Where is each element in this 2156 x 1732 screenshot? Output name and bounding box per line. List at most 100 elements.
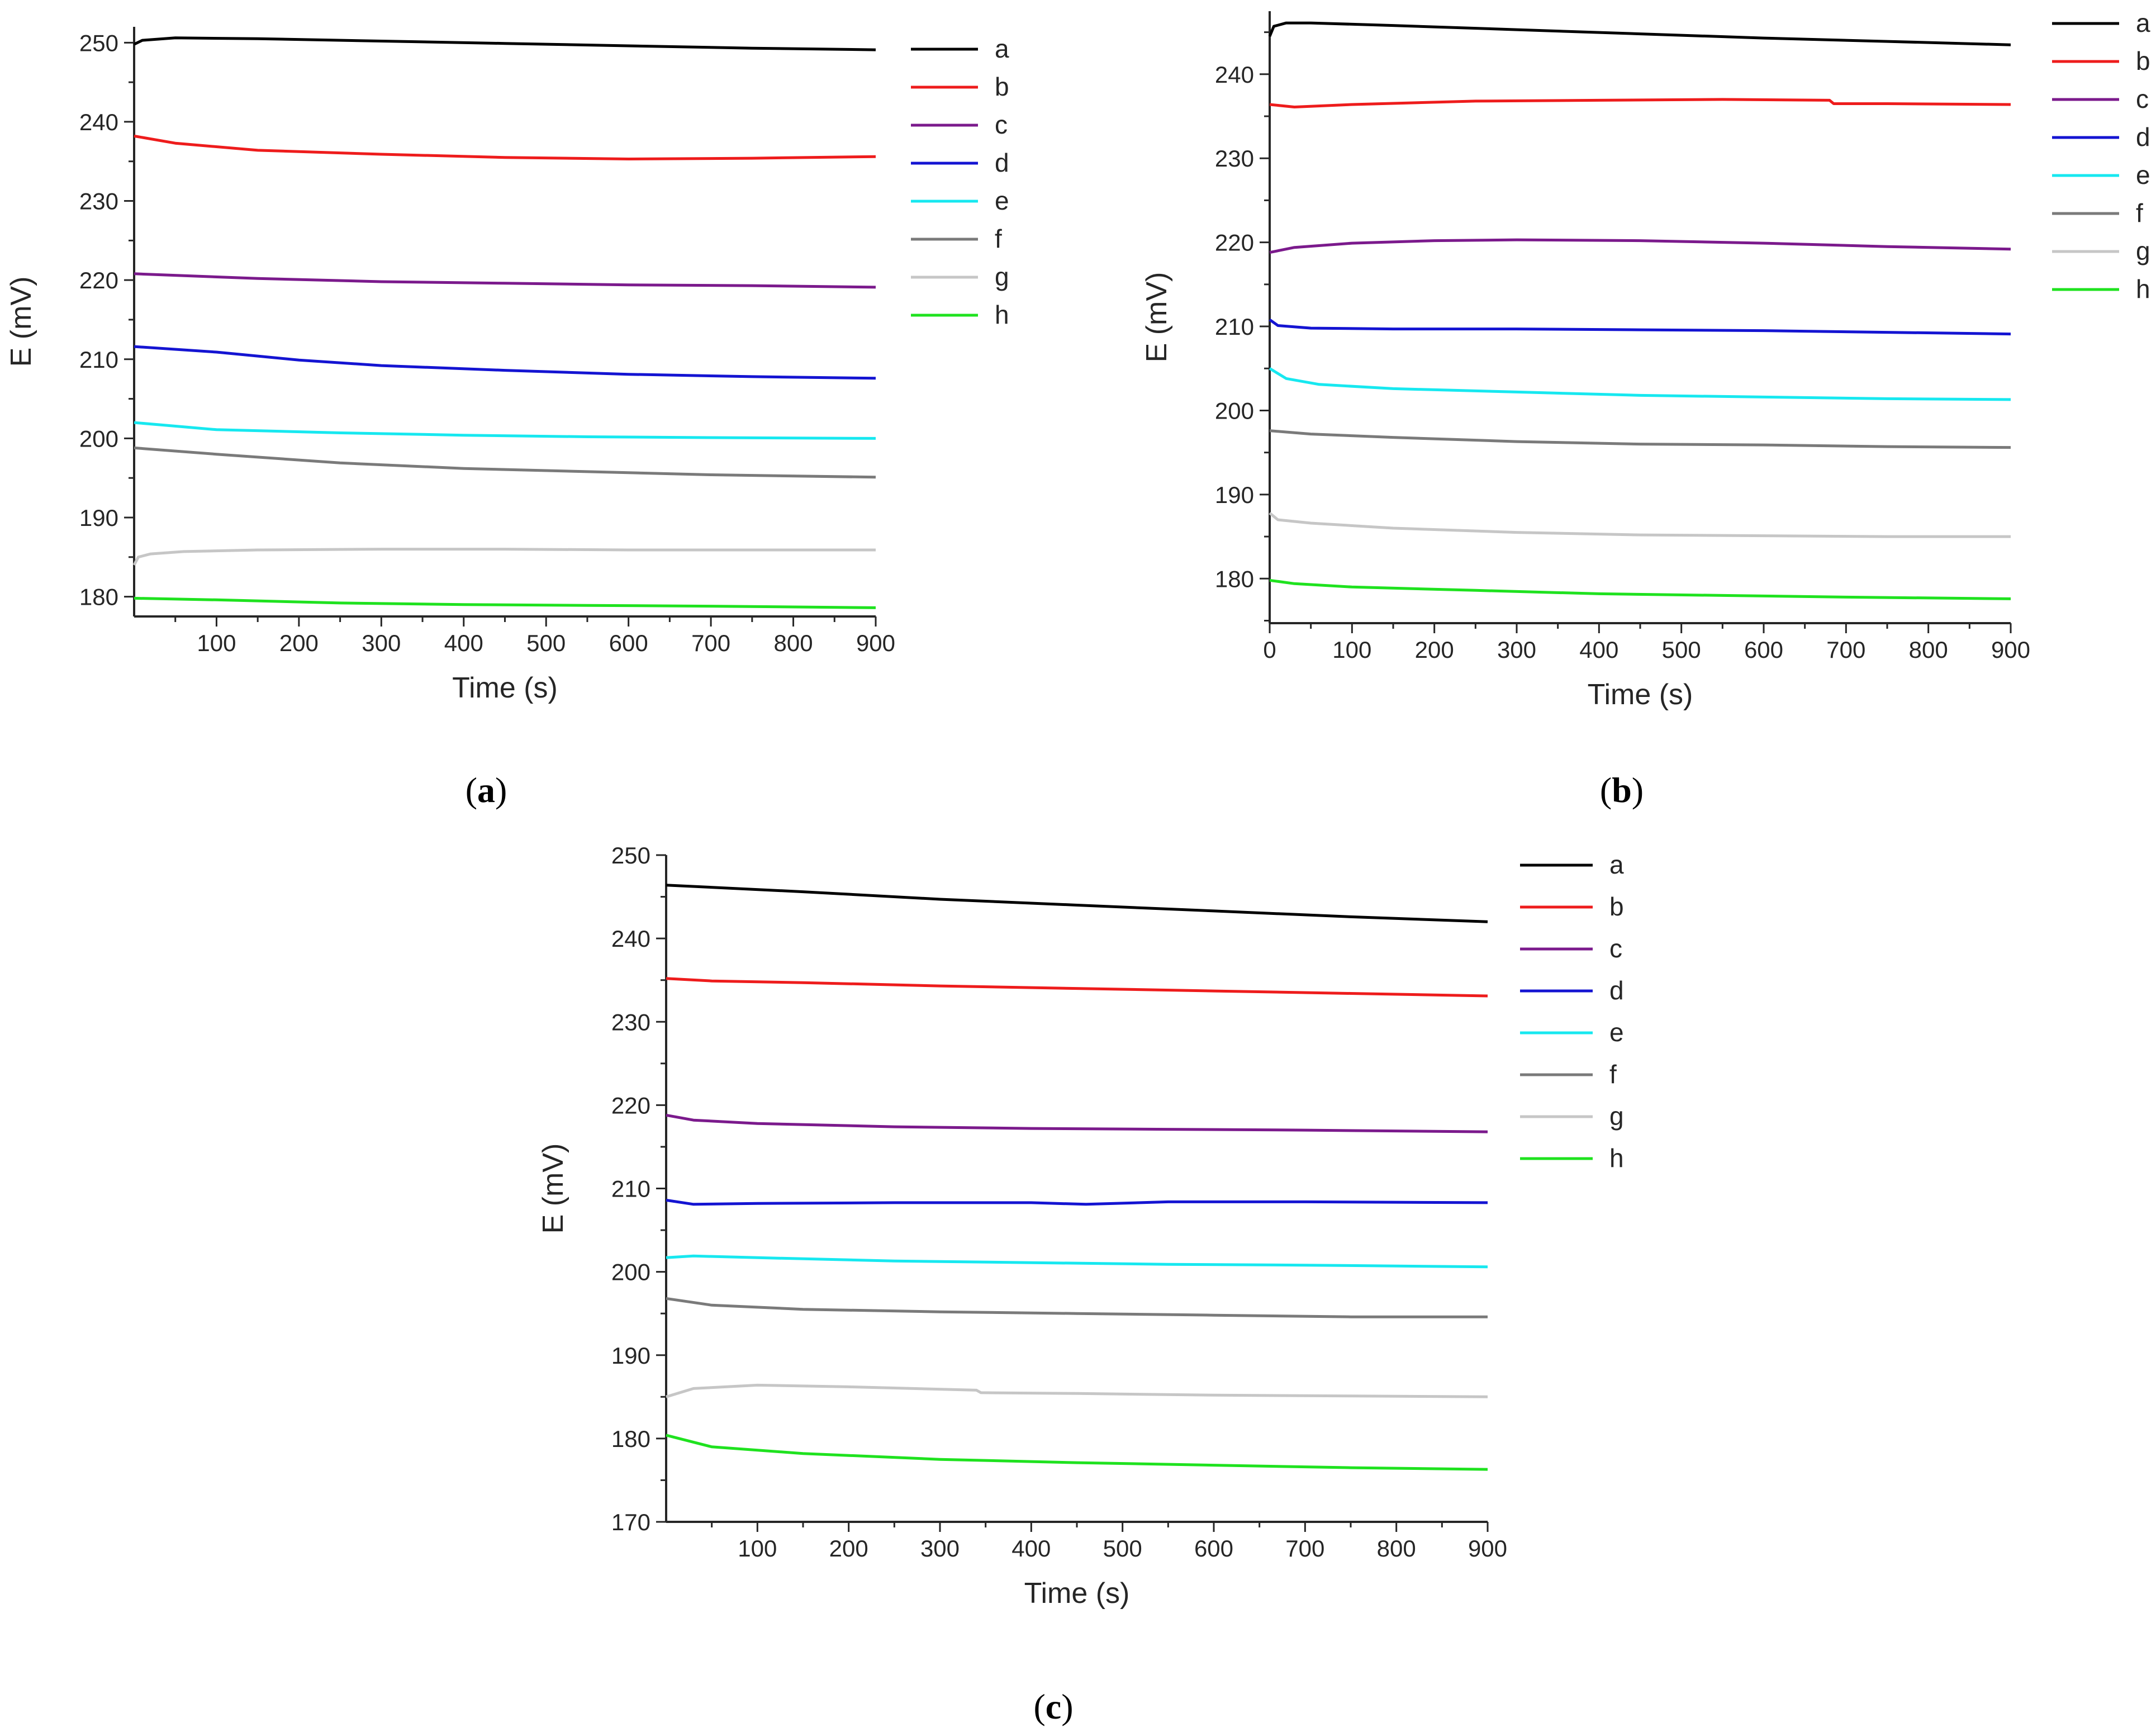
y-tick-label: 230 — [79, 188, 118, 215]
legend-label-d: d — [995, 148, 1009, 177]
x-tick-label: 600 — [609, 630, 648, 656]
x-tick-label: 900 — [1468, 1535, 1507, 1562]
y-tick-label: 210 — [611, 1176, 650, 1202]
y-tick-label: 200 — [1215, 397, 1254, 424]
legend-label-f: f — [1609, 1060, 1617, 1089]
legend-label-a: a — [995, 34, 1009, 63]
y-tick-label: 180 — [1215, 566, 1254, 592]
x-tick-label: 100 — [738, 1535, 777, 1562]
y-tick-label: 250 — [79, 30, 118, 56]
legend-label-f: f — [995, 224, 1002, 253]
legend-label-b: b — [995, 72, 1009, 101]
x-tick-label: 500 — [1103, 1535, 1142, 1562]
x-tick-label: 200 — [279, 630, 319, 656]
x-tick-label: 600 — [1194, 1535, 1233, 1562]
x-tick-label: 100 — [1332, 637, 1371, 663]
y-tick-label: 180 — [79, 584, 118, 610]
series-line-h — [134, 596, 876, 609]
y-axis-title: E (mV) — [5, 277, 37, 367]
x-tick-label: 100 — [197, 630, 236, 656]
x-tick-label: 300 — [920, 1535, 960, 1562]
series-line-a — [666, 884, 1488, 923]
legend-label-e: e — [995, 186, 1009, 215]
legend-label-c: c — [1609, 934, 1622, 963]
series-line-f — [1269, 429, 2011, 449]
legend-label-h: h — [995, 300, 1009, 329]
y-tick-label: 180 — [611, 1426, 650, 1452]
series-line-d — [1269, 318, 2011, 336]
y-tick-label: 190 — [79, 505, 118, 531]
panel-c: 100 200 300 400 500 600 700 800 900 170 180 190 200 2… — [537, 842, 1624, 1610]
panel-caption-c: (c) — [1033, 1687, 1073, 1726]
y-tick-label: 240 — [611, 926, 650, 952]
y-tick-label: 190 — [1215, 482, 1254, 508]
x-tick-label: 800 — [774, 630, 813, 656]
legend-label-h: h — [1609, 1143, 1624, 1173]
legend-label-g: g — [2136, 236, 2150, 265]
y-axis-title: E (mV) — [537, 1143, 569, 1234]
series-line-c — [666, 1113, 1488, 1133]
x-tick-label: 900 — [856, 630, 895, 656]
x-tick-label: 200 — [1415, 637, 1454, 663]
series-line-a — [1268, 21, 2011, 46]
series-line-f — [666, 1297, 1488, 1318]
y-tick-label: 240 — [1215, 61, 1254, 88]
x-tick-label: 700 — [691, 630, 730, 656]
series-line-e — [1269, 367, 2011, 401]
legend-label-e: e — [2136, 160, 2150, 189]
y-tick-label: 210 — [79, 347, 118, 373]
series-line-d — [134, 345, 876, 380]
legend-label-g: g — [995, 262, 1009, 291]
x-tick-label: 400 — [444, 630, 483, 656]
panel-caption-a: (a) — [466, 770, 507, 810]
series-line-g — [132, 548, 876, 566]
series-line-b — [1269, 98, 2011, 108]
legend-label-f: f — [2136, 198, 2143, 227]
legend-label-e: e — [1609, 1018, 1624, 1047]
y-tick-label: 250 — [611, 842, 650, 869]
x-tick-label: 700 — [1826, 637, 1865, 663]
x-tick-label: 400 — [1011, 1535, 1051, 1562]
panel-b: 0 100 200 300 400 500 600 700 800 900 180 190 200 210… — [1141, 8, 2150, 711]
x-tick-label: 600 — [1744, 637, 1783, 663]
legend-label-c: c — [995, 110, 1008, 139]
x-tick-label: 0 — [1263, 637, 1276, 663]
y-tick-label: 220 — [611, 1092, 650, 1118]
x-tick-label: 800 — [1909, 637, 1948, 663]
y-tick-label: 220 — [79, 267, 118, 293]
x-tick-label: 400 — [1579, 637, 1618, 663]
panel-caption-b: (b) — [1600, 770, 1644, 810]
y-tick-label: 210 — [1215, 314, 1254, 340]
y-tick-label: 240 — [79, 109, 118, 135]
y-tick-label: 200 — [611, 1259, 650, 1285]
legend-label-h: h — [2136, 274, 2150, 303]
x-axis-title: Time (s) — [1024, 1577, 1130, 1610]
legend-label-g: g — [1609, 1102, 1624, 1131]
x-tick-label: 300 — [362, 630, 401, 656]
panel-a: 100 200 300 400 500 600 700 800 900 180 190 200 210 2… — [5, 27, 1009, 704]
y-tick-label: 200 — [79, 425, 118, 452]
x-tick-label: 300 — [1497, 637, 1536, 663]
series-line-b — [666, 977, 1488, 998]
y-tick-label: 220 — [1215, 230, 1254, 256]
x-tick-label: 500 — [526, 630, 566, 656]
series-line-f — [134, 446, 876, 479]
series-line-g — [666, 1383, 1488, 1398]
series-line-e — [666, 1254, 1488, 1269]
y-tick-label: 170 — [611, 1509, 650, 1535]
series-line-d — [666, 1198, 1488, 1206]
y-tick-label: 230 — [1215, 145, 1254, 172]
x-axis-title: Time (s) — [1588, 678, 1693, 711]
legend-label-d: d — [2136, 122, 2150, 151]
series-line-h — [666, 1434, 1488, 1471]
series-line-h — [1269, 578, 2011, 600]
x-tick-label: 500 — [1662, 637, 1701, 663]
legend-label-b: b — [1609, 892, 1624, 921]
series-line-e — [134, 421, 876, 440]
x-tick-label: 800 — [1377, 1535, 1416, 1562]
legend-label-b: b — [2136, 46, 2150, 75]
series-line-c — [134, 272, 876, 289]
series-line-a — [133, 36, 876, 51]
x-tick-label: 700 — [1285, 1535, 1324, 1562]
